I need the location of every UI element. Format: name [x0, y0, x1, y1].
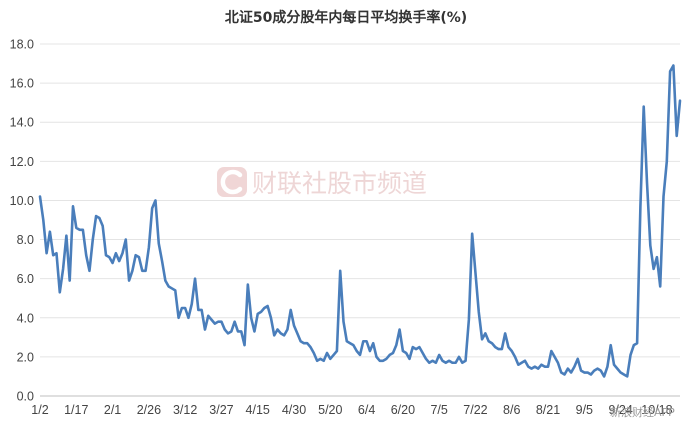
y-tick-label: 8.0 — [17, 233, 34, 247]
chart-title: 北证50成分股年内每日平均换手率(%) — [225, 9, 467, 26]
credit-text: 新浪财经APP — [610, 405, 675, 419]
x-tick-label: 8/6 — [503, 403, 520, 417]
watermark: 财联社股市频道 — [217, 167, 427, 198]
y-tick-label: 18.0 — [10, 38, 34, 52]
x-tick-label: 4/30 — [282, 403, 306, 417]
x-tick-label: 7/22 — [463, 403, 487, 417]
y-axis: 0.0 2.0 4.0 6.0 8.0 10.0 12.0 14.0 16.0 18.0 — [10, 38, 34, 404]
y-tick-label: 4.0 — [17, 311, 34, 325]
x-tick-label: 9/24 — [608, 403, 632, 417]
y-tick-label: 2.0 — [17, 350, 34, 364]
x-tick-label: 3/12 — [173, 403, 197, 417]
x-tick-label: 7/5 — [430, 403, 447, 417]
x-tick-label: 1/2 — [31, 403, 48, 417]
x-tick-label: 8/21 — [536, 403, 560, 417]
x-tick-label: 2/26 — [137, 403, 161, 417]
series-line — [38, 64, 682, 378]
x-tick-label: 4/15 — [246, 403, 270, 417]
y-tick-label: 0.0 — [17, 390, 34, 404]
y-tick-label: 12.0 — [10, 155, 34, 169]
x-tick-label: 6/4 — [358, 403, 375, 417]
y-tick-label: 16.0 — [10, 77, 34, 91]
x-tick-label: 3/27 — [209, 403, 233, 417]
x-axis: 1/2 1/17 2/1 2/26 3/12 3/27 4/15 4/30 5/20 6/4 6/2… — [31, 403, 672, 417]
x-tick-label: 10/18 — [641, 403, 672, 417]
x-tick-label: 9/5 — [576, 403, 593, 417]
x-tick-label: 6/20 — [391, 403, 415, 417]
x-tick-label: 5/20 — [318, 403, 342, 417]
gridlines — [40, 43, 680, 397]
series-layer — [38, 64, 682, 378]
watermark-c-icon — [220, 169, 243, 195]
watermark-text: 财联社股市频道 — [252, 169, 427, 198]
y-tick-label: 10.0 — [10, 194, 34, 208]
x-tick-label: 1/17 — [64, 403, 88, 417]
y-tick-label: 14.0 — [10, 116, 34, 130]
x-tick-label: 2/1 — [104, 403, 121, 417]
y-tick-label: 6.0 — [17, 272, 34, 286]
